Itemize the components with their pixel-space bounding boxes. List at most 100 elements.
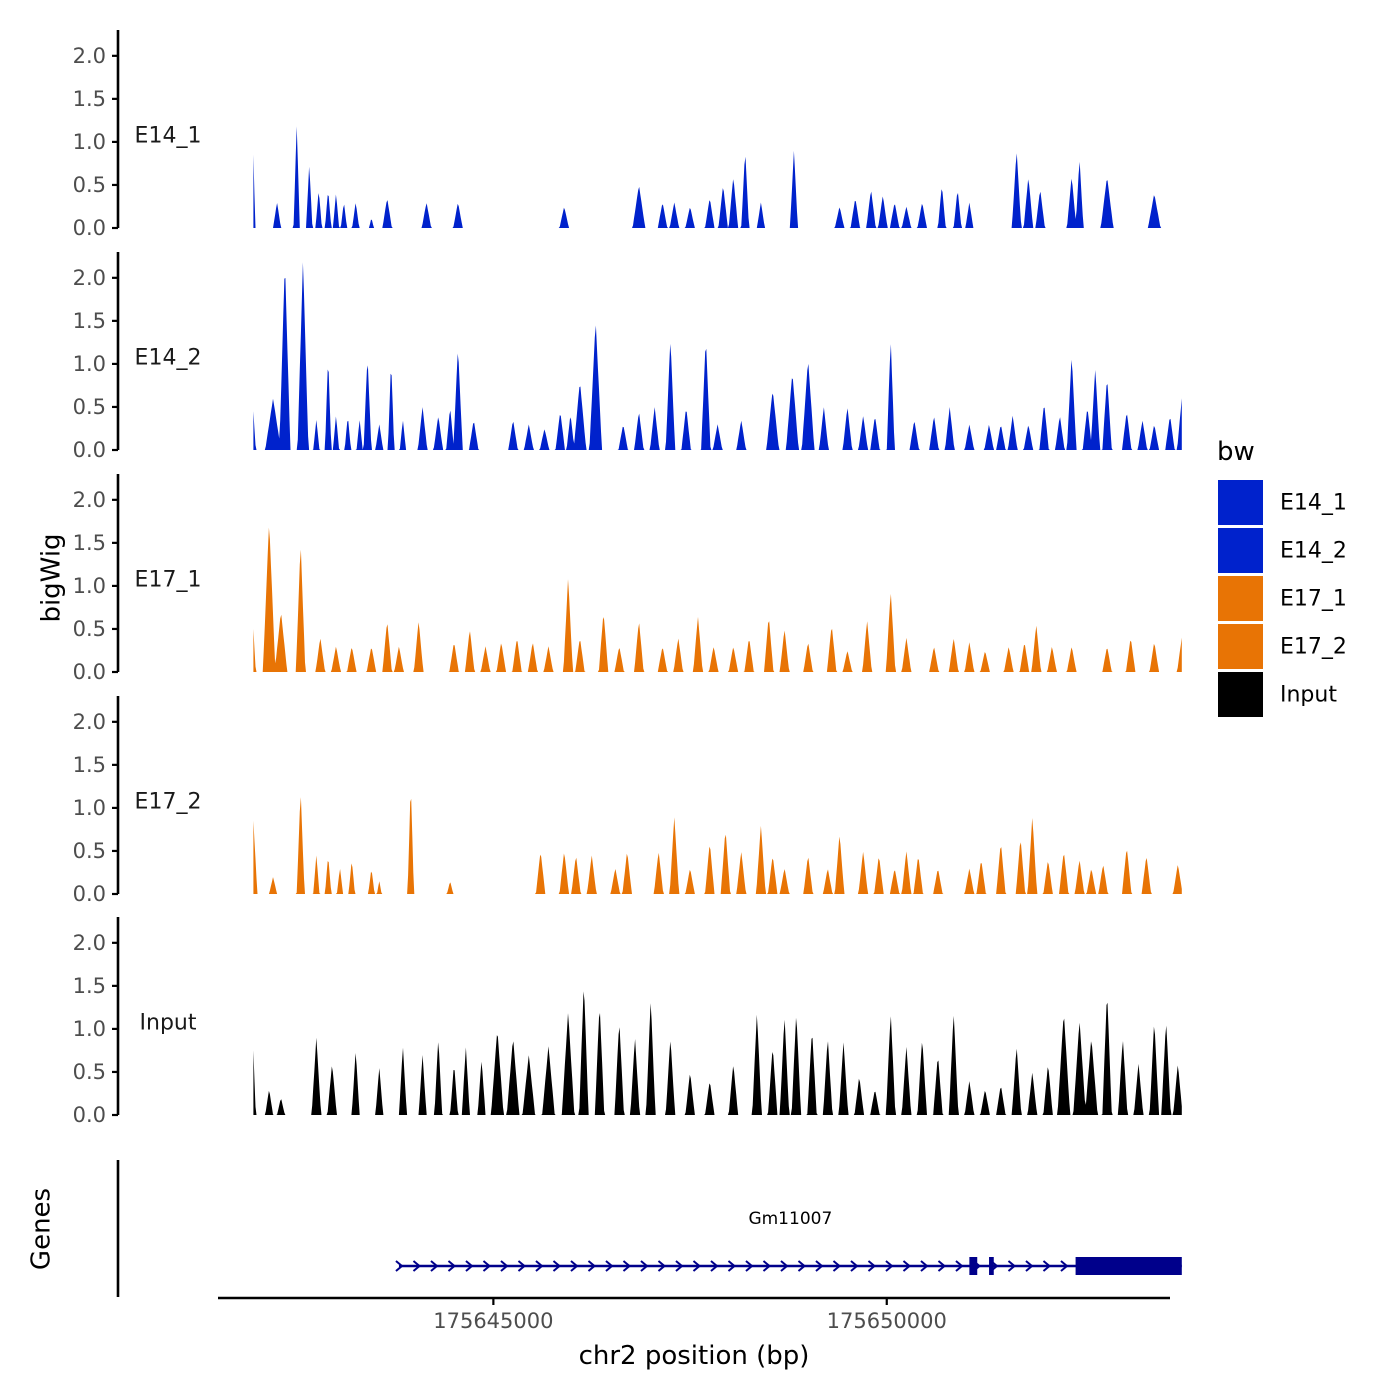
y-tick-label: 0.5 [73, 173, 106, 197]
strand-arrow [675, 1260, 684, 1272]
strand-arrow [482, 1260, 492, 1272]
y-tick-label: 2.0 [73, 44, 106, 68]
strand-arrow [745, 1260, 754, 1272]
strand-arrow [1060, 1260, 1069, 1272]
y-tick-label: 1.5 [73, 531, 106, 555]
strand-arrow [762, 1260, 772, 1272]
legend-label-Input: Input [1280, 683, 1337, 708]
track-label: E14_2 [135, 345, 202, 370]
strand-arrow [447, 1260, 457, 1272]
strand-arrow [465, 1260, 474, 1272]
strand-arrow [605, 1260, 614, 1272]
y-tick-label: 0.0 [73, 216, 106, 240]
coverage-area [253, 527, 1182, 672]
panel-Input: 0.0 0.5 1.0 1.5 2.0 Input [73, 917, 1182, 1127]
legend-title: bw [1217, 437, 1255, 467]
y-tick-label: 1.0 [73, 130, 106, 154]
strand-arrow [815, 1260, 824, 1272]
strand-arrow [955, 1260, 964, 1272]
coverage-area [253, 126, 1182, 228]
strand-arrow [622, 1260, 632, 1272]
coverage-area [253, 797, 1182, 894]
strand-arrow [867, 1260, 877, 1272]
coverage-area [253, 262, 1182, 450]
strand-arrow [797, 1260, 807, 1272]
y-tick-label: 1.5 [73, 309, 106, 333]
strand-arrow [395, 1260, 404, 1272]
panel-E14_1: 0.0 0.5 1.0 1.5 2.0 E14_1 [73, 30, 1182, 240]
y-tick-label: 2.0 [73, 488, 106, 512]
legend-key-E17_1 [1218, 576, 1263, 621]
y-tick-label: 1.0 [73, 352, 106, 376]
x-axis: 175645000 175650000 [218, 1296, 1170, 1333]
track-label: E17_1 [135, 567, 202, 592]
coverage-area [253, 991, 1182, 1115]
strand-arrow [570, 1260, 579, 1272]
y-tick-label: 0.5 [73, 839, 106, 863]
y-tick-label: 0.0 [73, 438, 106, 462]
strand-arrow [1042, 1260, 1052, 1272]
legend-label-E17_1: E17_1 [1280, 587, 1347, 612]
strand-arrow [850, 1260, 859, 1272]
strand-arrow [937, 1260, 947, 1272]
y-tick-label: 0.0 [73, 660, 106, 684]
strand-arrow [517, 1260, 527, 1272]
strand-arrow [552, 1260, 562, 1272]
strand-arrow [710, 1260, 719, 1272]
y-tick-label: 0.5 [73, 395, 106, 419]
legend-key-E17_2 [1218, 624, 1263, 669]
legend-key-E14_2 [1218, 528, 1263, 573]
strand-arrow [780, 1260, 789, 1272]
track-panels: 0.0 0.5 1.0 1.5 2.0 E14_1 0.0 0.5 1.0 1.5 2.0 E14_2… [73, 30, 1182, 1127]
track-label: Input [140, 1010, 197, 1035]
exon-2 [989, 1257, 994, 1275]
legend-label-E14_2: E14_2 [1280, 539, 1347, 564]
y-tick-label: 0.5 [73, 617, 106, 641]
gene-track: Gm11007 [116, 1160, 1182, 1297]
strand-arrow [832, 1260, 842, 1272]
y-tick-label: 1.0 [73, 1017, 106, 1041]
y-tick-label: 1.5 [73, 753, 106, 777]
strand-arrow [500, 1260, 509, 1272]
legend-key-Input [1218, 672, 1263, 717]
y-tick-label: 1.0 [73, 796, 106, 820]
legend-key-E14_1 [1218, 480, 1263, 525]
track-label: E17_2 [135, 789, 202, 814]
strand-arrow [430, 1260, 439, 1272]
strand-arrow [535, 1260, 544, 1272]
strand-arrow [692, 1260, 702, 1272]
strand-arrow [920, 1260, 929, 1272]
strand-arrow [1025, 1260, 1034, 1272]
panel-E17_2: 0.0 0.5 1.0 1.5 2.0 E17_2 [73, 696, 1182, 906]
y-tick-label: 0.0 [73, 882, 106, 906]
strand-arrow [902, 1260, 912, 1272]
y-tick-label: 2.0 [73, 266, 106, 290]
strand-arrow [587, 1260, 597, 1272]
y-tick-label: 0.5 [73, 1060, 106, 1084]
x-tick-label: 175645000 [433, 1309, 553, 1333]
strand-arrow [640, 1260, 649, 1272]
x-tick-label: 175650000 [827, 1309, 947, 1333]
y-tick-label: 1.5 [73, 87, 106, 111]
strand-arrow [727, 1260, 737, 1272]
strand-arrow [885, 1260, 894, 1272]
legend-label-E14_1: E14_1 [1280, 491, 1347, 516]
y-tick-label: 1.0 [73, 574, 106, 598]
y-tick-label: 1.5 [73, 974, 106, 998]
strand-arrow [1007, 1260, 1017, 1272]
track-label: E14_1 [135, 123, 202, 148]
x-axis-title: chr2 position (bp) [579, 1341, 810, 1371]
legend-label-E17_2: E17_2 [1280, 635, 1347, 660]
panel-E14_2: 0.0 0.5 1.0 1.5 2.0 E14_2 [73, 252, 1182, 462]
y-tick-label: 2.0 [73, 710, 106, 734]
gene-label: Gm11007 [748, 1209, 832, 1229]
y-tick-label: 2.0 [73, 931, 106, 955]
exon-1 [969, 1257, 978, 1275]
strand-arrow [412, 1260, 422, 1272]
exon-3 [1075, 1257, 1182, 1275]
genes-axis-title: Genes [27, 1188, 57, 1270]
y-tick-label: 0.0 [73, 1103, 106, 1127]
strand-arrow [657, 1260, 667, 1272]
y-axis-title: bigWig [37, 533, 67, 622]
